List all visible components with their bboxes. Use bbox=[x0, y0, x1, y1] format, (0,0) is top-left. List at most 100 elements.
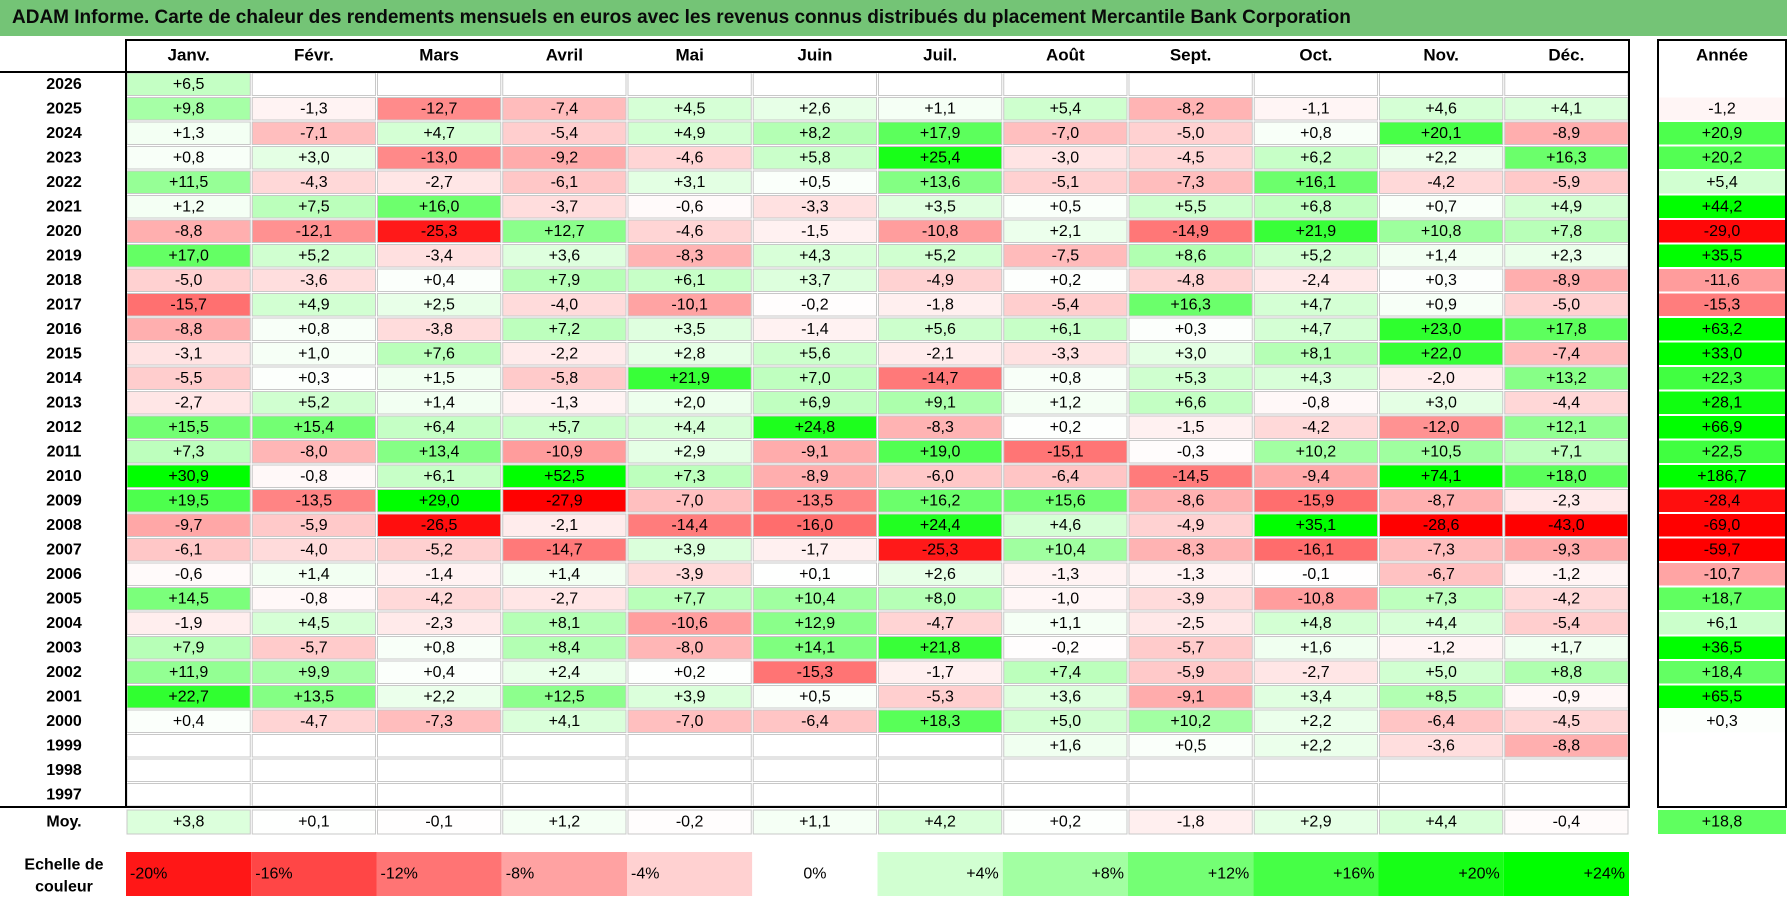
scale-swatch bbox=[251, 852, 377, 896]
heat-cell bbox=[251, 440, 376, 464]
heat-cell bbox=[878, 195, 1003, 219]
cell-value: -1,7 bbox=[926, 664, 954, 681]
cell-value: -8,3 bbox=[676, 247, 704, 264]
annual-value: -11,6 bbox=[1704, 272, 1739, 289]
cell-value: +3,7 bbox=[799, 272, 831, 289]
annual-value: -59,7 bbox=[1704, 541, 1741, 558]
heat-cell bbox=[878, 391, 1003, 415]
cell-value: +0,2 bbox=[674, 664, 706, 681]
cell-value: +2,2 bbox=[1425, 149, 1457, 166]
heat-cell bbox=[1253, 709, 1378, 733]
cell-value: +2,5 bbox=[423, 296, 455, 313]
cell-value: +9,9 bbox=[298, 664, 330, 681]
scale-swatch bbox=[1253, 852, 1379, 896]
cell-value: -4,0 bbox=[300, 541, 328, 558]
cell-value: -4,7 bbox=[926, 615, 954, 632]
cell-value: +3,0 bbox=[1425, 394, 1457, 411]
average-cell bbox=[126, 809, 251, 835]
year-label: 2013 bbox=[46, 394, 82, 411]
heat-cell bbox=[1504, 758, 1629, 782]
annual-value: +33,0 bbox=[1702, 345, 1743, 362]
cell-value: +7,1 bbox=[1551, 443, 1583, 460]
cell-value: +0,3 bbox=[298, 370, 330, 387]
annual-cell bbox=[1658, 783, 1786, 806]
heat-cell bbox=[627, 244, 752, 268]
heat-cell bbox=[1003, 489, 1128, 513]
heat-cell bbox=[1379, 783, 1504, 807]
heat-cell bbox=[1379, 170, 1504, 194]
cell-value: -3,6 bbox=[1427, 737, 1455, 754]
cell-value: +6,5 bbox=[173, 76, 205, 93]
cell-value: -14,7 bbox=[922, 370, 959, 387]
cell-value: +7,6 bbox=[423, 345, 455, 362]
heat-cell bbox=[752, 97, 877, 121]
annual-value: +20,9 bbox=[1702, 125, 1743, 142]
cell-value: -7,3 bbox=[425, 713, 453, 730]
heat-cell bbox=[502, 636, 627, 660]
cell-value: -8,8 bbox=[175, 321, 203, 338]
heat-cell bbox=[502, 685, 627, 709]
year-label: 2011 bbox=[47, 443, 82, 460]
year-label: 2018 bbox=[46, 272, 82, 289]
cell-value: -4,9 bbox=[1177, 517, 1205, 534]
heat-cell bbox=[752, 415, 877, 439]
heat-cell bbox=[1003, 587, 1128, 611]
cell-value: -3,9 bbox=[676, 566, 704, 583]
cell-value: +10,2 bbox=[1170, 713, 1211, 730]
heat-cell bbox=[1253, 391, 1378, 415]
heat-cell bbox=[627, 317, 752, 341]
year-label: 2026 bbox=[46, 76, 82, 93]
heat-cell bbox=[1253, 72, 1378, 96]
heat-cell bbox=[878, 293, 1003, 317]
year-label: 2009 bbox=[46, 492, 82, 509]
heat-cell bbox=[1003, 709, 1128, 733]
annual-value: +35,5 bbox=[1702, 247, 1743, 264]
cell-value: +0,3 bbox=[1175, 321, 1207, 338]
cell-value: +4,7 bbox=[1300, 321, 1332, 338]
cell-value: -15,7 bbox=[170, 296, 207, 313]
heat-cell bbox=[1128, 758, 1253, 782]
heat-cell bbox=[126, 783, 251, 807]
heat-cell bbox=[878, 758, 1003, 782]
cell-value: -2,3 bbox=[425, 615, 453, 632]
scale-swatch bbox=[1503, 852, 1629, 896]
heat-cell bbox=[752, 489, 877, 513]
annual-value: -69,0 bbox=[1704, 517, 1741, 534]
heat-cell bbox=[878, 121, 1003, 145]
heat-cell bbox=[1253, 734, 1378, 758]
average-value: +1,1 bbox=[799, 814, 831, 831]
heat-cell bbox=[251, 121, 376, 145]
heat-cell bbox=[1003, 121, 1128, 145]
cell-value: -0,8 bbox=[300, 468, 328, 485]
cell-value: +5,2 bbox=[1300, 247, 1332, 264]
heat-cell bbox=[1253, 464, 1378, 488]
annual-cell bbox=[1658, 416, 1786, 439]
cell-value: -0,3 bbox=[1177, 443, 1205, 460]
cell-value: -2,0 bbox=[1427, 370, 1455, 387]
cell-value: -8,9 bbox=[1553, 125, 1581, 142]
average-value: -0,2 bbox=[676, 814, 704, 831]
cell-value: +5,6 bbox=[799, 345, 831, 362]
annual-value: +66,9 bbox=[1702, 419, 1743, 436]
heat-cell bbox=[1253, 244, 1378, 268]
heat-cell bbox=[752, 734, 877, 758]
cell-value: -10,9 bbox=[546, 443, 583, 460]
heat-cell bbox=[1003, 685, 1128, 709]
heat-cell bbox=[502, 97, 627, 121]
average-cell bbox=[878, 809, 1003, 835]
cell-value: +3,6 bbox=[1050, 688, 1082, 705]
cell-value: -1,8 bbox=[926, 296, 954, 313]
cell-value: +12,5 bbox=[544, 688, 585, 705]
heat-cell bbox=[377, 268, 502, 292]
cell-value: -10,1 bbox=[671, 296, 708, 313]
heat-cell bbox=[502, 758, 627, 782]
heat-cell bbox=[1003, 660, 1128, 684]
heat-cell bbox=[1128, 72, 1253, 96]
heat-cell bbox=[627, 783, 752, 807]
heat-cell bbox=[878, 415, 1003, 439]
cell-value: -8,9 bbox=[801, 468, 829, 485]
cell-value: +18,0 bbox=[1546, 468, 1587, 485]
year-label: 2017 bbox=[46, 296, 82, 313]
heat-cell bbox=[251, 293, 376, 317]
cell-value: -15,9 bbox=[1298, 492, 1335, 509]
